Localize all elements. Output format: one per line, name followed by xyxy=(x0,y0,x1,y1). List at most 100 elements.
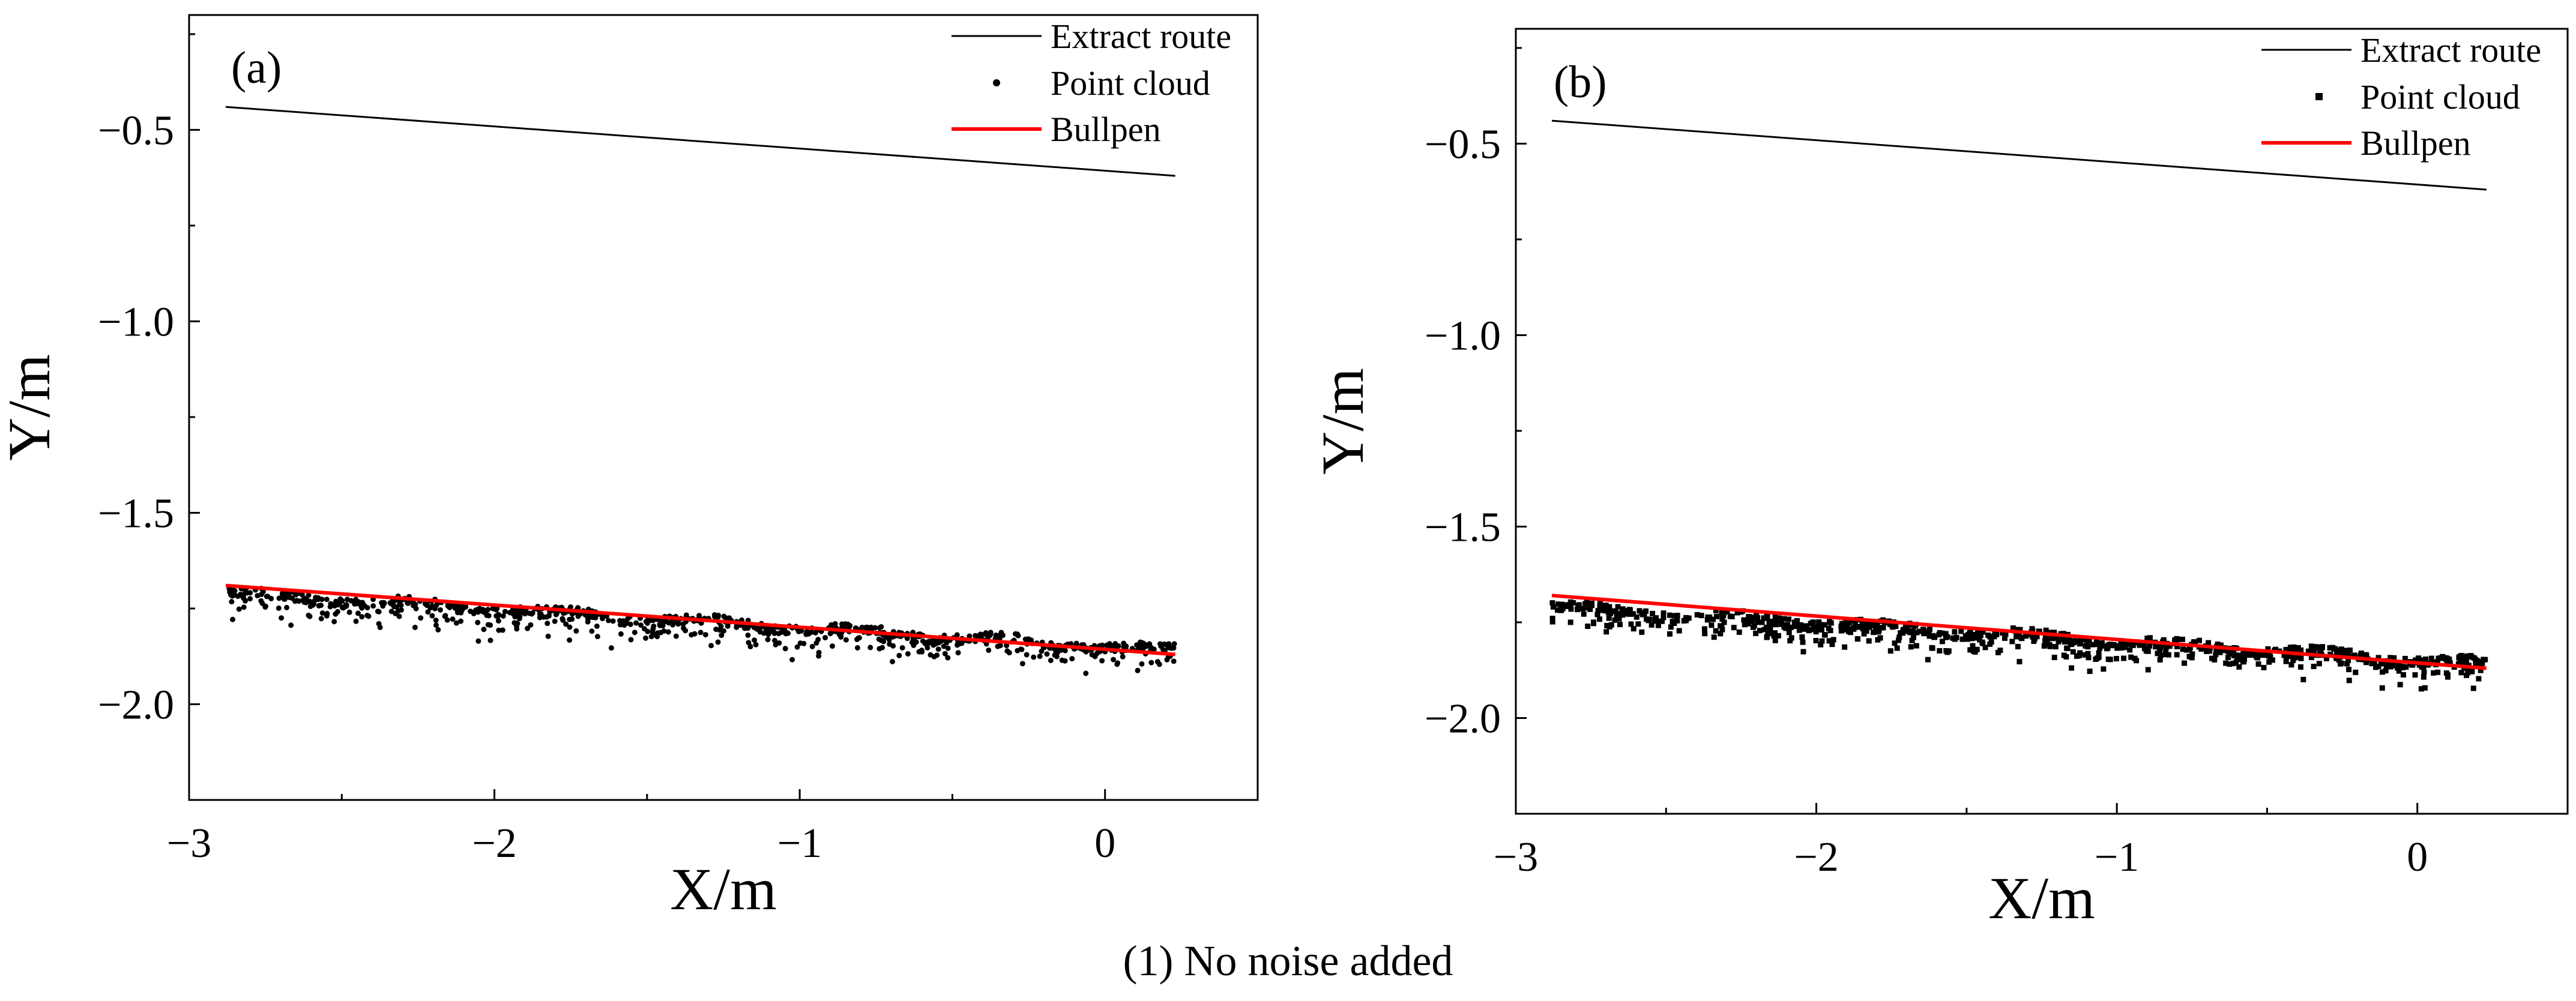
point xyxy=(316,603,322,609)
point xyxy=(1618,610,1624,616)
point xyxy=(2283,658,2289,664)
point xyxy=(2165,652,2171,658)
point xyxy=(1908,644,1914,650)
point xyxy=(1636,608,1642,614)
point xyxy=(2346,667,2352,673)
point xyxy=(1092,654,1098,660)
legend-swatch-point-cloud xyxy=(993,79,1000,86)
point xyxy=(486,613,492,619)
point xyxy=(1585,624,1591,630)
point xyxy=(511,620,517,626)
point xyxy=(918,648,925,654)
point xyxy=(1570,600,1576,606)
point xyxy=(909,639,915,645)
point xyxy=(1982,645,1988,651)
point xyxy=(288,622,294,628)
point xyxy=(2333,655,2339,661)
point xyxy=(2440,654,2446,660)
point xyxy=(2217,649,2223,655)
point xyxy=(2107,642,2113,648)
point xyxy=(955,650,961,656)
point xyxy=(346,609,352,615)
point xyxy=(776,640,782,646)
point xyxy=(2192,639,2198,645)
point xyxy=(1943,631,1949,637)
series-bullpen xyxy=(225,583,1175,657)
point xyxy=(2227,649,2233,655)
point xyxy=(1635,621,1641,627)
point xyxy=(487,637,493,643)
point xyxy=(2050,636,2056,642)
point xyxy=(475,638,481,644)
point xyxy=(319,610,325,616)
point xyxy=(1650,610,1656,616)
point xyxy=(945,645,951,651)
point xyxy=(1622,608,1628,614)
point xyxy=(1999,630,2005,636)
point xyxy=(2342,650,2348,656)
point xyxy=(433,601,439,607)
point xyxy=(1896,634,1902,640)
point xyxy=(2082,652,2088,658)
point xyxy=(1925,657,1931,663)
point xyxy=(2132,655,2138,661)
point xyxy=(2476,676,2482,682)
point xyxy=(1633,614,1639,620)
point xyxy=(1794,618,1800,624)
point xyxy=(2083,643,2089,649)
point xyxy=(2476,659,2482,665)
point xyxy=(307,613,313,619)
point xyxy=(515,610,521,616)
point xyxy=(327,604,333,610)
point xyxy=(1743,618,1749,624)
point xyxy=(552,618,558,624)
point xyxy=(855,635,861,641)
point xyxy=(1746,613,1752,619)
point xyxy=(1903,624,1909,630)
point xyxy=(1731,625,1737,631)
point xyxy=(2327,645,2333,651)
point xyxy=(1773,622,1779,628)
point xyxy=(2378,660,2384,666)
point xyxy=(1044,651,1050,657)
point xyxy=(1965,636,1971,642)
point xyxy=(2267,654,2273,660)
point xyxy=(1813,638,1819,644)
point xyxy=(2071,640,2077,646)
point xyxy=(2096,654,2102,660)
point xyxy=(396,613,402,619)
series-extract-route xyxy=(225,106,1175,177)
point xyxy=(2269,657,2275,663)
point xyxy=(2094,638,2100,644)
point xyxy=(2107,657,2113,663)
point xyxy=(2099,640,2105,646)
figure-caption: (1) No noise added xyxy=(1123,937,1453,985)
point xyxy=(2397,682,2403,688)
point xyxy=(2222,648,2228,654)
point xyxy=(2111,642,2117,648)
point xyxy=(1549,616,1555,622)
point xyxy=(560,618,566,624)
point xyxy=(926,640,932,646)
point xyxy=(1997,648,2003,654)
point xyxy=(1004,643,1010,649)
point xyxy=(2395,665,2401,671)
point xyxy=(2066,639,2072,645)
point xyxy=(258,598,264,604)
point xyxy=(872,625,878,631)
point xyxy=(2153,642,2159,648)
point xyxy=(1037,654,1043,660)
point xyxy=(2015,643,2021,649)
point xyxy=(1721,613,1727,619)
point xyxy=(1698,613,1704,619)
point xyxy=(1606,615,1612,621)
point xyxy=(646,618,652,624)
point xyxy=(2128,654,2134,660)
point xyxy=(229,599,235,605)
point xyxy=(1788,624,1794,630)
point xyxy=(2287,645,2293,651)
point xyxy=(1830,637,1836,643)
point xyxy=(2447,660,2453,666)
point xyxy=(1761,615,1767,621)
point xyxy=(1114,661,1120,667)
